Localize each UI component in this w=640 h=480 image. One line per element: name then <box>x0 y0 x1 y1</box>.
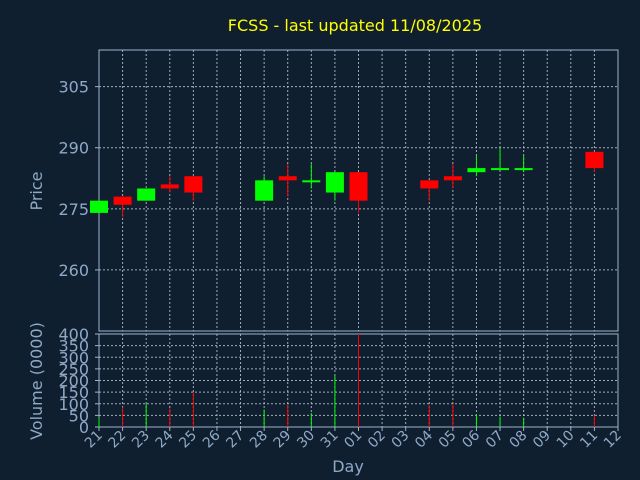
x-axis-label: Day <box>332 457 364 476</box>
candle-body <box>184 176 203 193</box>
x-tick-label: 12 <box>601 428 625 452</box>
candle-body <box>278 176 297 181</box>
candle-body <box>514 168 533 171</box>
volume-tick-label: 200 <box>58 372 89 391</box>
x-tick-label: 26 <box>200 427 224 451</box>
x-tick-label: 04 <box>412 427 436 451</box>
candle-body <box>137 188 156 201</box>
x-tick-label: 11 <box>577 428 601 452</box>
x-tick-label: 02 <box>365 428 389 452</box>
volume-tick-label: 100 <box>58 395 89 414</box>
candle-body <box>113 196 132 205</box>
x-tick-label: 03 <box>389 428 413 452</box>
volume-tick-label: 400 <box>58 325 89 344</box>
volume-axis-label: Volume (0000) <box>27 322 46 440</box>
volume-bars <box>98 334 595 427</box>
volume-tick-label: 0 <box>79 418 89 437</box>
candle-body <box>302 180 321 183</box>
price-axis-label: Price <box>27 171 46 210</box>
candle-body <box>467 168 486 173</box>
price-panel: 260 275 290 305 Price <box>27 49 619 332</box>
price-tick-label: 290 <box>58 139 89 158</box>
volume-tick-label: 150 <box>58 383 89 402</box>
price-tick-label: 275 <box>58 200 89 219</box>
x-tick-label: 09 <box>530 428 554 452</box>
price-tick-label: 260 <box>58 261 89 280</box>
x-tick-label: 25 <box>176 428 200 452</box>
x-tick-label: 22 <box>105 428 129 452</box>
x-tick-label: 08 <box>507 428 531 452</box>
candle-body <box>443 176 462 181</box>
x-tick-label: 24 <box>153 427 177 451</box>
price-tick-label: 305 <box>58 78 89 97</box>
candle-body <box>585 151 604 169</box>
price-y-ticks: 260 275 290 305 <box>58 78 99 280</box>
candle-body <box>160 184 179 189</box>
candle-body <box>90 200 108 213</box>
candle-body <box>420 180 439 189</box>
x-tick-label: 05 <box>436 428 460 452</box>
volume-tick-label: 250 <box>58 360 89 379</box>
candlesticks <box>90 147 604 217</box>
day-x-ticks: 21 22 23 24 25 26 27 28 29 30 31 01 02 03 04 05 06 07 08 09… <box>82 427 625 451</box>
x-tick-label: 10 <box>554 428 578 452</box>
x-tick-label: 29 <box>271 428 295 452</box>
x-tick-label: 30 <box>294 428 318 452</box>
volume-tick-label: 300 <box>58 348 89 367</box>
candle-body <box>349 172 368 201</box>
price-frame <box>98 49 619 332</box>
x-tick-label: 31 <box>318 428 342 452</box>
volume-tick-label: 50 <box>69 406 89 425</box>
x-tick-label: 27 <box>223 428 247 452</box>
candle-body <box>325 172 344 193</box>
candle-body <box>255 180 274 201</box>
volume-tick-label: 350 <box>58 337 89 356</box>
x-tick-label: 07 <box>483 428 507 452</box>
candle-body <box>491 168 510 171</box>
x-tick-label: 01 <box>341 428 365 452</box>
chart-title: FCSS - last updated 11/08/2025 <box>228 16 482 35</box>
x-tick-label: 06 <box>459 427 483 451</box>
x-tick-label: 23 <box>129 428 153 452</box>
x-tick-label: 28 <box>247 428 271 452</box>
